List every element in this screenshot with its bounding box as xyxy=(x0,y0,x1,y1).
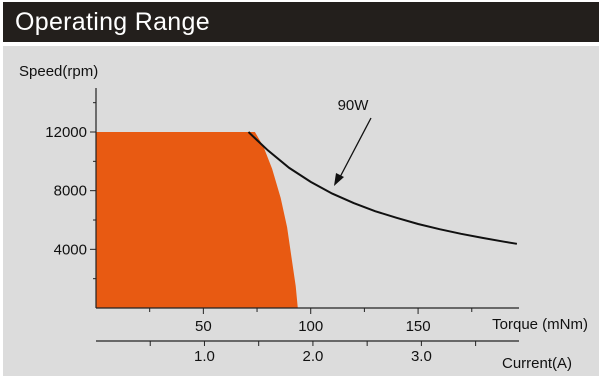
operating-range-panel: Operating Range 12000 8000 4000 50 100 150 1.0… xyxy=(3,2,599,376)
x-axis-title: Torque (mNm) xyxy=(492,316,588,333)
plot-area: 12000 8000 4000 50 100 150 1.0 2.0 3.0 90W Speed(r… xyxy=(3,46,599,376)
annotation-arrow-head xyxy=(334,173,344,186)
chart-title: Operating Range xyxy=(15,8,210,37)
operating-range-chart: 12000 8000 4000 50 100 150 1.0 2.0 3.0 90W Speed(r… xyxy=(3,46,599,376)
power-curve-label: 90W xyxy=(338,97,370,114)
title-bar: Operating Range xyxy=(3,2,599,42)
power-curve-line xyxy=(249,132,517,244)
annotation-arrow-shaft xyxy=(339,118,371,179)
x-tick-label: 100 xyxy=(298,318,323,335)
current-tick-label: 1.0 xyxy=(194,348,215,365)
current-tick-label: 2.0 xyxy=(302,348,323,365)
y-tick-label: 4000 xyxy=(54,241,87,258)
y-tick-label: 12000 xyxy=(45,124,87,141)
y-axis-title: Speed(rpm) xyxy=(19,63,98,80)
x-tick-label: 150 xyxy=(406,318,431,335)
current-axis-title: Current(A) xyxy=(502,355,572,372)
x-tick-label: 50 xyxy=(195,318,212,335)
y-tick-label: 8000 xyxy=(54,183,87,200)
operating-region-fill xyxy=(96,132,298,308)
current-tick-label: 3.0 xyxy=(411,348,432,365)
